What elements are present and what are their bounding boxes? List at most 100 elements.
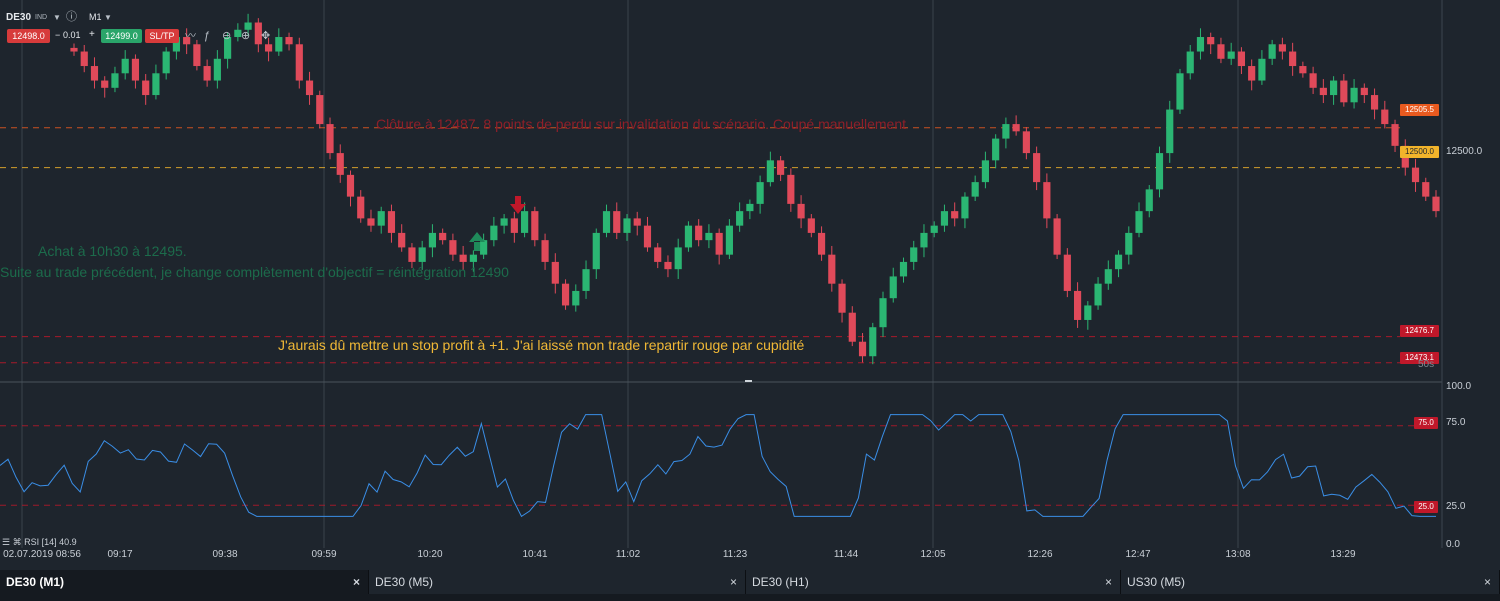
indicators-icon[interactable]: ƒ — [204, 30, 211, 42]
candle-body — [1155, 153, 1164, 190]
buy-arrow-icon — [469, 232, 485, 251]
time-axis-label: 12:26 — [1027, 549, 1053, 560]
candle-body — [234, 29, 242, 38]
tab-de30-h1[interactable]: DE30 (H1) × — [746, 570, 1121, 594]
candle-body — [224, 37, 232, 59]
tab-label: DE30 (M1) — [6, 575, 65, 589]
info-icon[interactable]: ⓘ — [66, 11, 77, 23]
candle-body — [1022, 131, 1030, 154]
price-tag-12476: 12476.7 — [1400, 325, 1439, 337]
time-axis-label: 13:08 — [1225, 549, 1251, 560]
tab-de30-m5[interactable]: DE30 (M5) × — [369, 570, 746, 594]
candle-body — [285, 37, 293, 45]
candle-body — [992, 138, 1000, 161]
candle-body — [1370, 95, 1379, 110]
candle-body — [654, 247, 662, 262]
time-axis-label: 11:02 — [615, 549, 641, 560]
candle-body — [551, 261, 559, 284]
candle-body — [111, 73, 119, 88]
rsi-line — [0, 414, 1436, 518]
time-axis-label: 02.07.2019 08:56 — [3, 549, 81, 560]
candle-body — [971, 182, 979, 197]
candle-body — [398, 232, 406, 248]
zoom-out-icon[interactable]: ⊖ — [222, 30, 232, 42]
close-icon[interactable]: × — [1104, 575, 1112, 589]
tab-label: DE30 (M5) — [375, 575, 434, 589]
tab-us30-m5[interactable]: US30 (M5) × — [1121, 570, 1500, 594]
timeframe-selector[interactable]: M1 — [89, 12, 102, 22]
candle-body — [152, 73, 160, 96]
timeframe-chevron-icon[interactable]: ▼ — [104, 13, 112, 22]
candle-body — [521, 211, 529, 233]
close-icon[interactable]: × — [729, 575, 737, 589]
candle-body — [1422, 182, 1430, 197]
candle-body — [428, 232, 437, 248]
candle-body — [449, 240, 457, 255]
candle-body — [633, 218, 641, 226]
time-axis-label: 09:17 — [107, 549, 133, 560]
candle-body — [101, 80, 109, 88]
candle-body — [131, 58, 140, 81]
lesson-annotation: J'aurais dû mettre un stop profit à +1. … — [278, 337, 805, 353]
price-axis-label: 12500.0 — [1446, 146, 1483, 157]
candle-body — [480, 240, 488, 255]
candle-body — [377, 211, 385, 226]
rsi-tag-75: 75.0 — [1414, 417, 1438, 429]
rsi-indicator-label[interactable]: ☰ ⌘ RSI [14] 40.9 — [2, 537, 77, 548]
ask-price[interactable]: 12499.0 — [101, 29, 142, 43]
close-icon[interactable]: × — [352, 575, 360, 589]
price-chart[interactable] — [0, 0, 1500, 570]
close-icon[interactable]: × — [1483, 575, 1491, 589]
candle-body — [541, 240, 549, 262]
candle-body — [756, 182, 764, 204]
increase-volume-button[interactable]: + — [89, 29, 95, 40]
candle-body — [1012, 124, 1020, 132]
candle-body — [940, 211, 949, 226]
bid-price[interactable]: 12498.0 — [7, 29, 50, 43]
candle-body — [387, 211, 396, 233]
decrease-volume-button[interactable]: − — [55, 30, 61, 40]
candle-body — [1227, 51, 1235, 59]
chevron-down-icon[interactable]: ▼ — [53, 13, 61, 22]
zoom-in-icon[interactable]: ⊕ — [241, 30, 251, 42]
volume-value[interactable]: 0.01 — [63, 30, 81, 40]
rsi-tag-25: 25.0 — [1414, 501, 1438, 513]
time-axis-label: 10:41 — [522, 549, 548, 560]
rsi-value: RSI [14] 40.9 — [24, 537, 77, 547]
candle-body — [695, 225, 703, 241]
indicator-settings-icon[interactable]: ☰ ⌘ — [2, 537, 25, 547]
move-icon[interactable]: ✥ — [261, 30, 271, 42]
candle-body — [1063, 254, 1071, 291]
candle-body — [90, 66, 99, 81]
candle-body — [561, 283, 570, 306]
candle-body — [193, 44, 201, 67]
line-chart-icon[interactable]: 〰 — [185, 30, 196, 42]
candlestick-series — [70, 13, 1440, 365]
candle-body — [264, 44, 273, 52]
candle-countdown: 50s — [1418, 359, 1435, 370]
price-tag-12505: 12505.5 — [1400, 104, 1439, 116]
candle-body — [766, 160, 774, 183]
symbol-name[interactable]: DE30 — [6, 12, 32, 23]
candle-body — [121, 58, 129, 74]
candle-body — [858, 341, 867, 357]
candle-body — [275, 37, 283, 52]
candle-body — [1094, 283, 1102, 306]
tab-de30-m1[interactable]: DE30 (M1) × — [0, 570, 369, 594]
candle-body — [305, 80, 314, 96]
candle-body — [203, 66, 211, 81]
candle-body — [1309, 73, 1317, 88]
tab-label: US30 (M5) — [1127, 575, 1186, 589]
candle-body — [459, 254, 467, 262]
chart-gridlines — [21, 0, 1239, 548]
candle-body — [746, 203, 754, 212]
sltp-button[interactable]: SL/TP — [145, 29, 179, 43]
candle-body — [920, 232, 928, 248]
candle-body — [1432, 196, 1440, 212]
sell-arrow-icon — [510, 196, 526, 214]
time-axis-label: 12:05 — [920, 549, 946, 560]
candle-body — [1411, 167, 1420, 183]
candle-body — [807, 218, 815, 233]
candle-body — [1360, 87, 1368, 96]
candle-body — [889, 276, 897, 299]
